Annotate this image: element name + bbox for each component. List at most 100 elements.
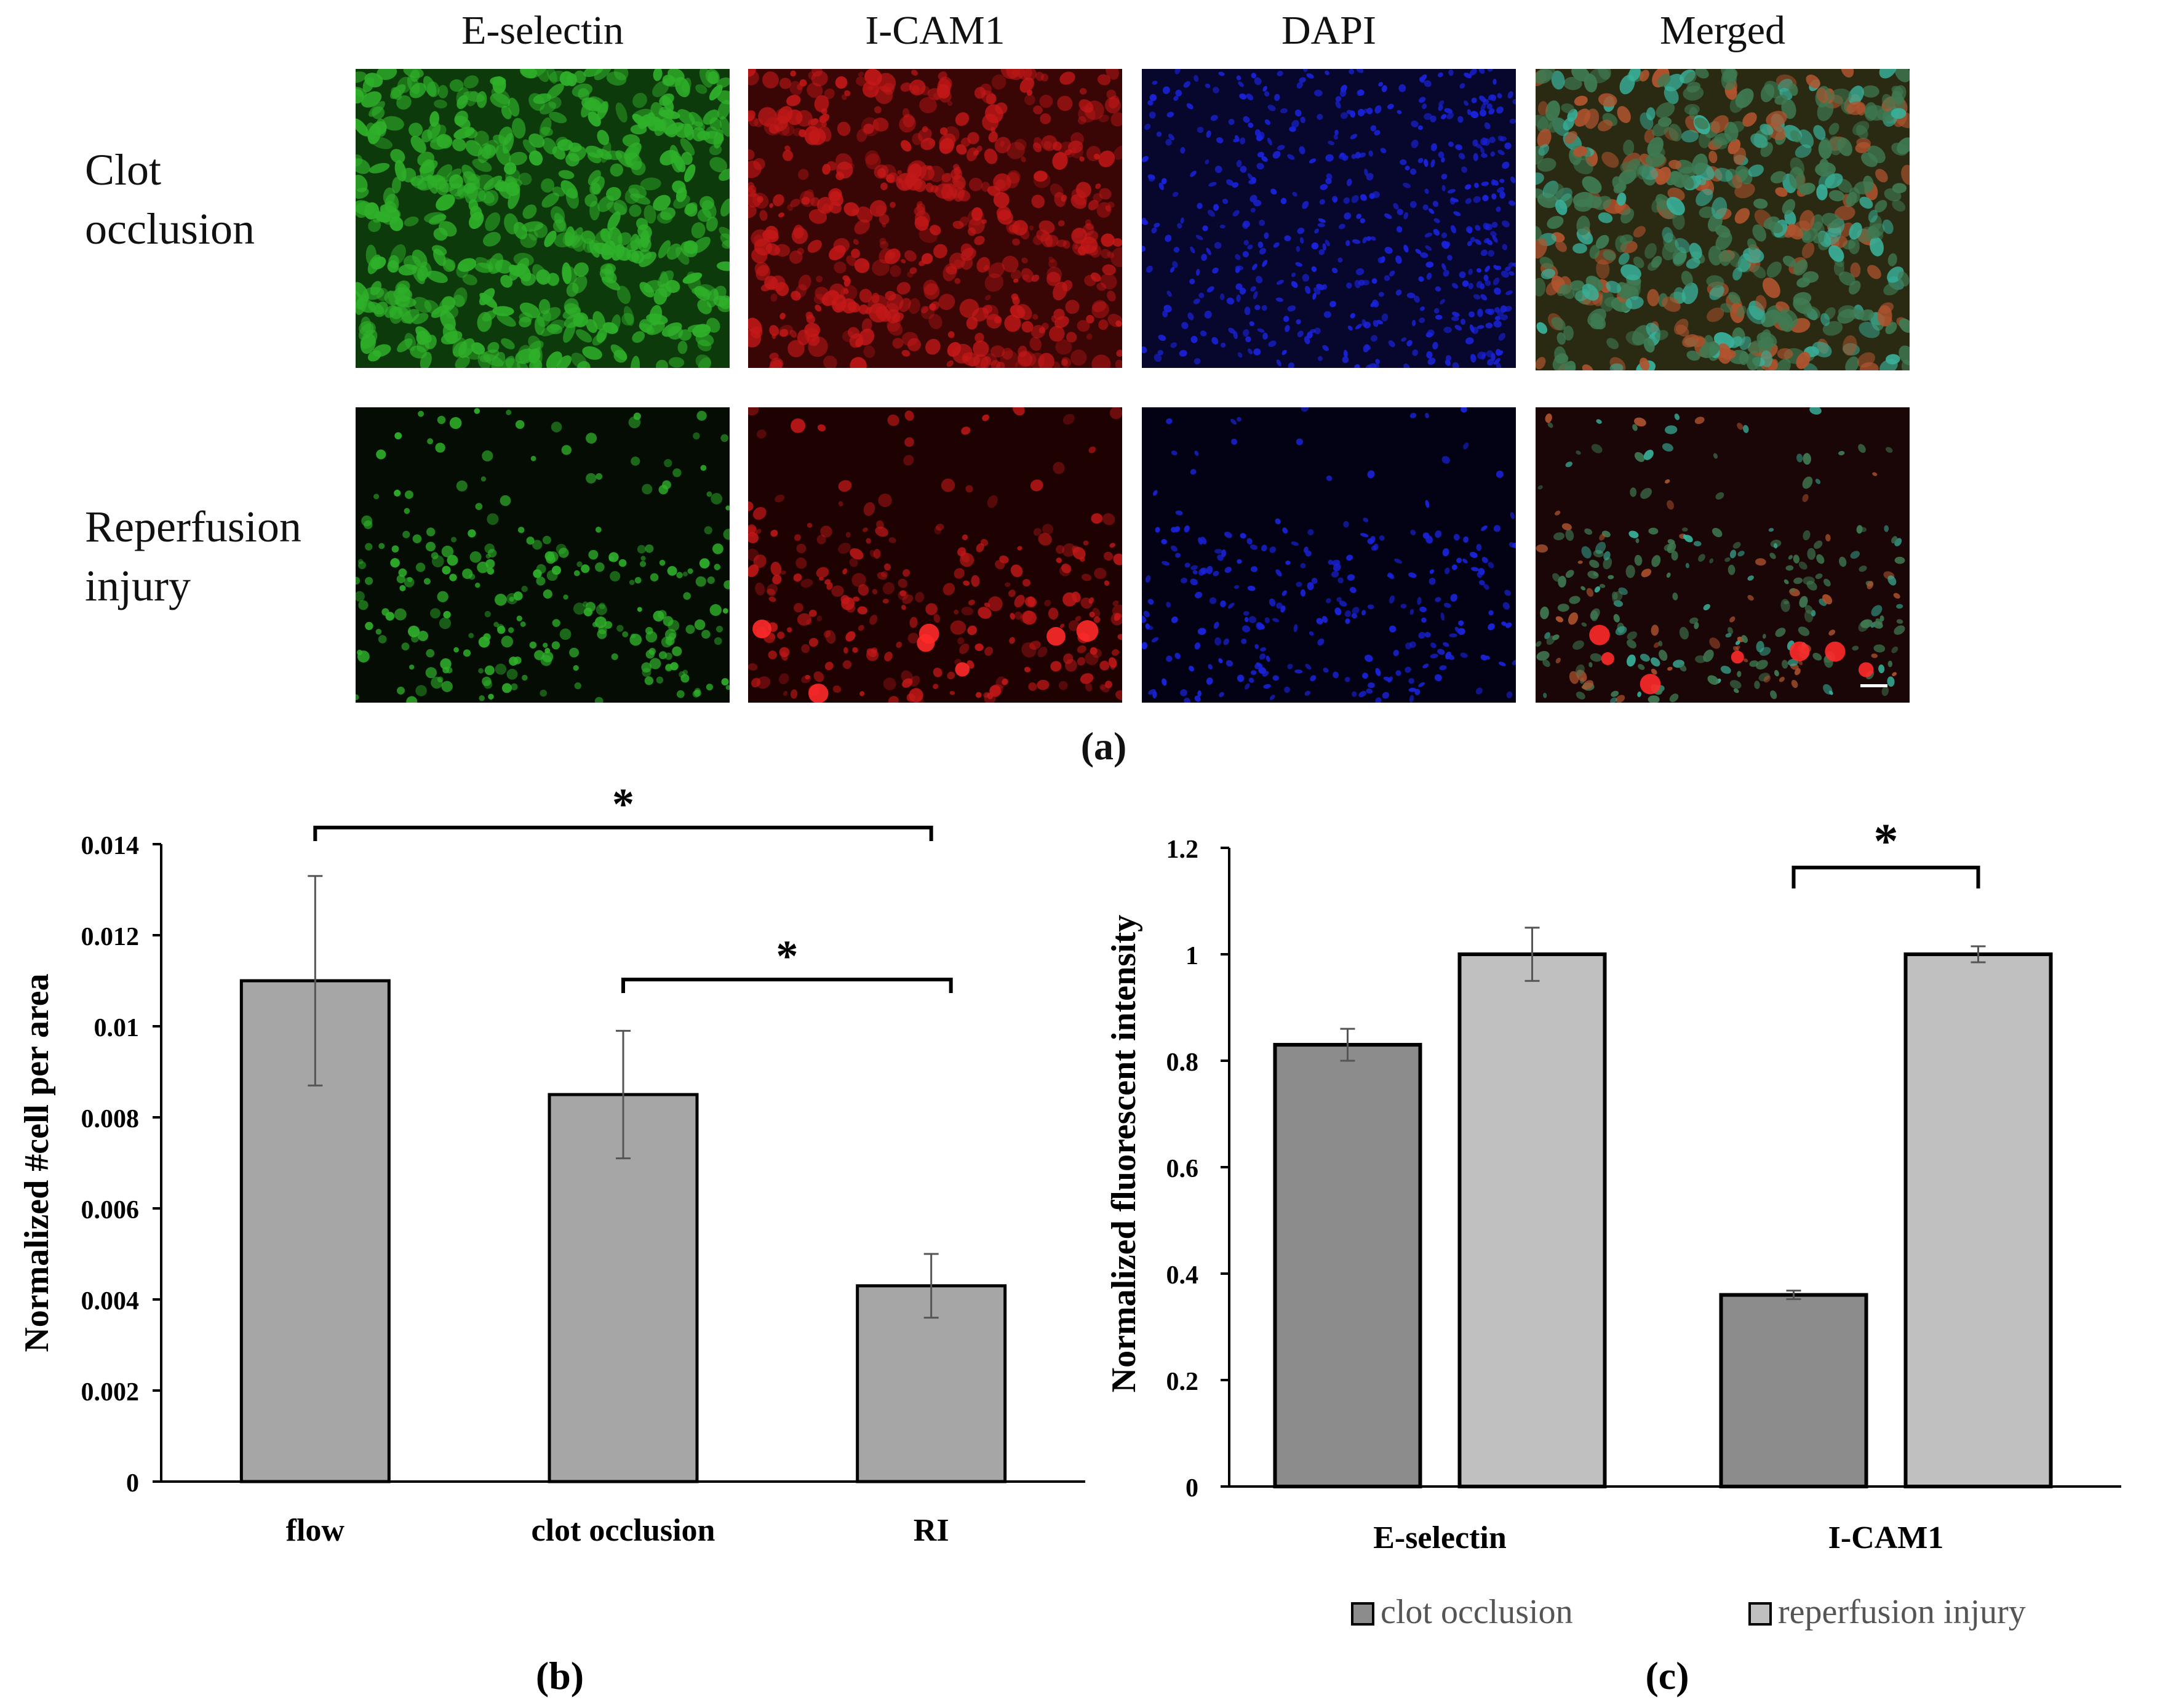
cell-blob: [1899, 345, 1910, 366]
cell-blob: [1430, 642, 1437, 648]
cell-blob: [1162, 678, 1167, 686]
cell-blob: [1658, 640, 1663, 647]
cell-blob: [1155, 527, 1160, 533]
cell-blob: [1355, 268, 1365, 276]
cell-blob: [426, 648, 435, 658]
cell-blob: [435, 442, 445, 453]
cell-blob: [1859, 309, 1874, 321]
cell-blob: [949, 691, 955, 695]
cell-blob: [1335, 96, 1342, 102]
cell-blob: [1582, 680, 1594, 690]
cell-blob: [1365, 654, 1373, 662]
cell-blob: [608, 552, 619, 562]
cell-blob: [501, 356, 515, 368]
cell-blob: [1264, 119, 1271, 126]
cell-blob: [1557, 604, 1569, 612]
cell-blob: [1257, 151, 1264, 158]
cell-blob: [682, 669, 688, 675]
cell-blob: [1104, 551, 1114, 561]
cell-blob: [716, 77, 730, 88]
cell-blob: [886, 174, 895, 183]
cell-blob: [758, 106, 777, 127]
cell-blob: [1230, 418, 1237, 425]
cell-blob: [1236, 294, 1241, 302]
cell-blob: [1774, 95, 1788, 105]
cell-blob: [1862, 85, 1879, 98]
cell-blob: [1312, 292, 1317, 300]
cell-blob: [1452, 362, 1459, 368]
cell-blob: [1021, 257, 1028, 264]
cell-blob: [1450, 225, 1456, 234]
cell-blob: [838, 501, 843, 507]
cell-blob: [1441, 157, 1445, 163]
cell-blob: [1638, 664, 1645, 670]
cell-blob: [1300, 563, 1306, 569]
cell-blob: [369, 101, 386, 117]
cell-blob: [441, 680, 453, 692]
cell-blob: [1068, 620, 1080, 631]
cell-blob: [401, 642, 410, 651]
cell-blob: [1561, 103, 1575, 114]
cell-blob: [700, 465, 707, 471]
cell-blob: [1262, 260, 1268, 267]
cell-blob: [394, 489, 401, 497]
cell-blob: [592, 311, 605, 330]
cell-blob: [595, 527, 602, 533]
cell-blob: [1590, 653, 1602, 662]
cell-blob: [904, 410, 914, 421]
cell-blob: [919, 97, 937, 114]
cell-blob: [921, 253, 933, 265]
cell-blob: [402, 530, 410, 538]
cell-blob: [582, 346, 602, 360]
cell-blob: [1433, 308, 1440, 314]
cell-blob: [1551, 317, 1566, 331]
cell-blob: [1648, 527, 1659, 535]
column-title-e-selectin: E-selectin: [461, 8, 624, 53]
cell-blob: [1656, 102, 1675, 118]
cell-blob: [1038, 353, 1054, 368]
cell-blob: [1305, 663, 1312, 670]
cell-blob: [1275, 569, 1282, 577]
cell-blob: [664, 459, 672, 468]
cell-blob: [623, 306, 634, 326]
cell-blob: [1473, 196, 1481, 203]
cell-blob: [1190, 469, 1197, 475]
cell-blob: [965, 485, 973, 493]
cell-blob: [1357, 89, 1365, 96]
cell-blob: [1470, 237, 1475, 242]
cell-blob: [991, 74, 1006, 90]
cell-blob: [1682, 527, 1688, 532]
cell-blob: [1086, 314, 1094, 324]
cell-blob: [805, 675, 810, 680]
cell-blob: [1864, 102, 1878, 121]
cell-blob: [1411, 120, 1419, 127]
cell-blob: [431, 305, 450, 318]
cell-blob: [1478, 568, 1485, 575]
cell-blob: [816, 615, 823, 622]
cell-blob: [1029, 337, 1042, 351]
cell-blob: [1625, 296, 1644, 309]
cell-blob: [565, 188, 579, 209]
cell-blob: [1883, 282, 1900, 296]
cell-blob: [435, 177, 449, 196]
cell-blob: [1426, 273, 1432, 280]
cell-blob: [575, 329, 592, 343]
cell-blob: [1323, 668, 1329, 673]
cell-blob: [378, 543, 385, 549]
cell-blob: [1107, 201, 1115, 208]
cell-blob: [1346, 282, 1352, 289]
bright-cell: [955, 662, 970, 677]
cell-blob: [1816, 87, 1828, 103]
cell-blob: [1295, 262, 1302, 267]
cell-blob: [1465, 198, 1472, 204]
cell-blob: [1464, 73, 1472, 79]
cell-blob: [358, 600, 369, 610]
cell-blob: [849, 558, 858, 567]
cell-blob: [767, 588, 776, 596]
cell-blob: [596, 473, 603, 480]
cell-blob: [1886, 354, 1900, 365]
cell-blob: [1577, 560, 1583, 564]
cell-blob: [1440, 612, 1445, 621]
cell-blob: [500, 495, 511, 506]
cell-blob: [1641, 569, 1652, 578]
